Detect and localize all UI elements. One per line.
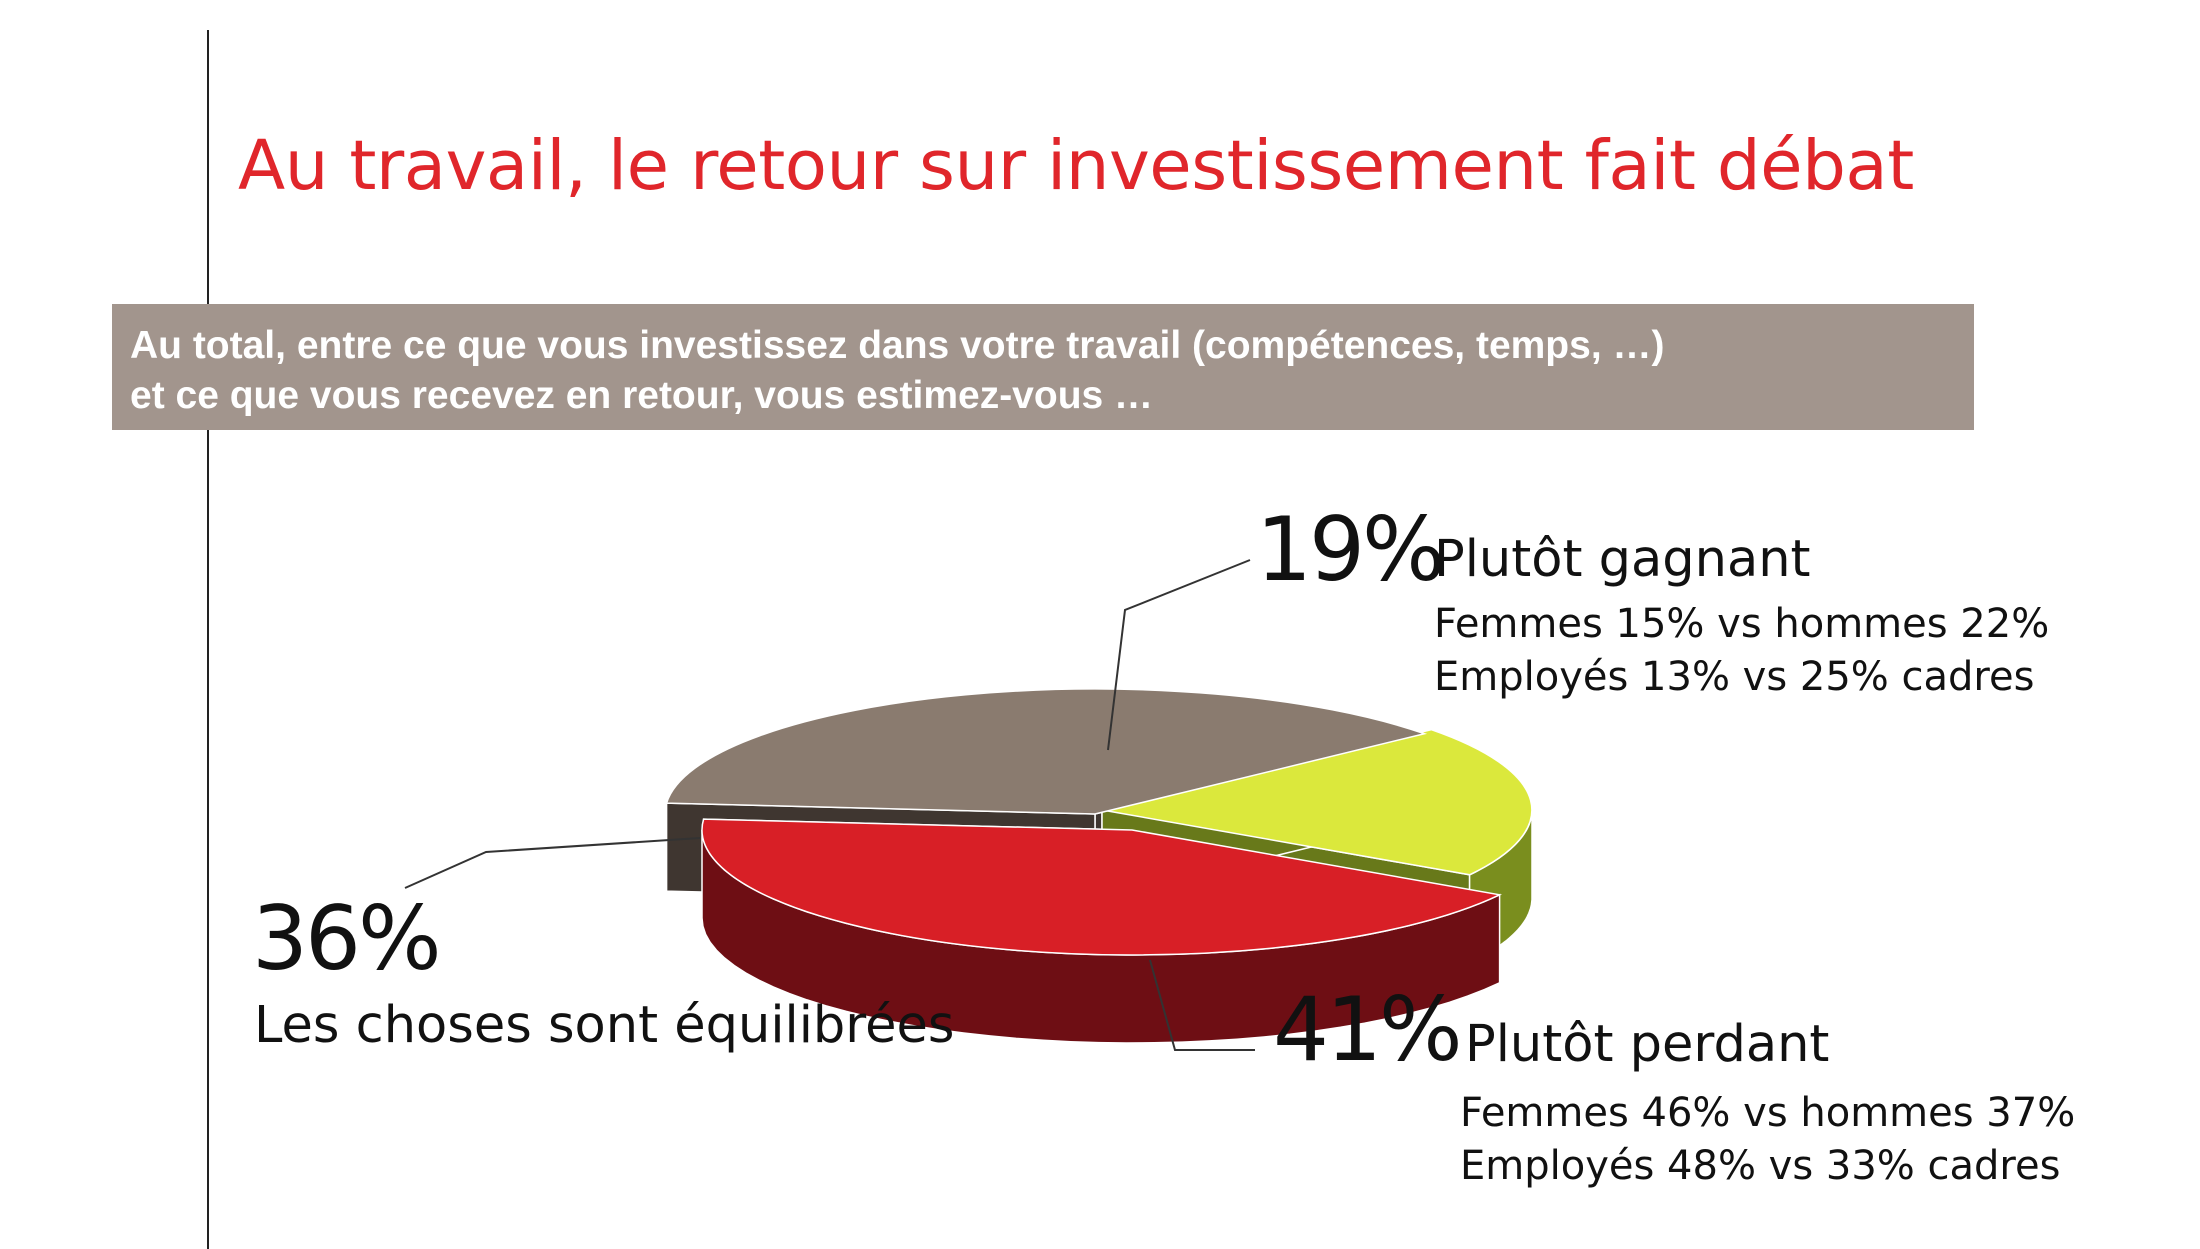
question-line-1: Au total, entre ce que vous investissez … bbox=[130, 324, 1665, 367]
slice-gagnant-percent: 19% bbox=[1256, 498, 1446, 601]
slice-perdant-detail-1: Femmes 46% vs hommes 37% bbox=[1460, 1090, 2076, 1136]
leader-line-0 bbox=[1107, 559, 1251, 751]
page-title: Au travail, le retour sur investissement… bbox=[238, 126, 1914, 206]
question-banner: Au total, entre ce que vous investissez … bbox=[112, 304, 1974, 430]
question-line-2: et ce que vous recevez en retour, vous e… bbox=[130, 374, 1154, 417]
pie-slice-top-2 bbox=[665, 688, 1428, 815]
pie-slice-top-1 bbox=[701, 818, 1503, 956]
leader-line-2 bbox=[404, 837, 701, 889]
leader-line-1 bbox=[1149, 959, 1255, 1051]
slice-gagnant-detail-2: Employés 13% vs 25% cadres bbox=[1434, 654, 2035, 700]
slice-perdant-label: Plutôt perdant bbox=[1465, 1015, 1830, 1074]
slice-equilibrees-percent: 36% bbox=[252, 887, 442, 990]
left-rule bbox=[207, 30, 209, 1249]
pie-slice-top-0 bbox=[1101, 728, 1533, 876]
slice-equilibrees-label: Les choses sont équilibrées bbox=[254, 996, 955, 1055]
slice-gagnant-detail-1: Femmes 15% vs hommes 22% bbox=[1434, 601, 2050, 647]
slice-gagnant-label: Plutôt gagnant bbox=[1434, 530, 1811, 589]
slice-perdant-percent: 41% bbox=[1273, 978, 1463, 1081]
slice-perdant-detail-2: Employés 48% vs 33% cadres bbox=[1460, 1143, 2061, 1189]
